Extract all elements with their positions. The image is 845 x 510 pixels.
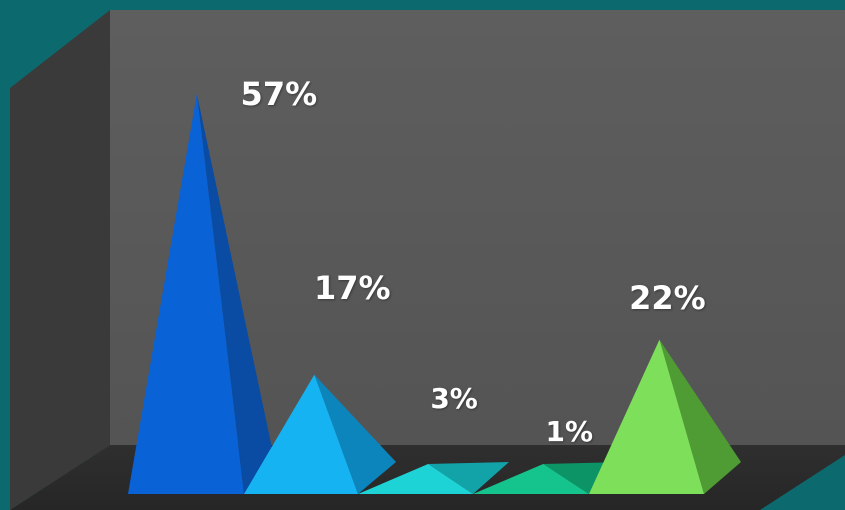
data-label: 17% <box>314 268 391 307</box>
data-label: 57% <box>240 75 318 114</box>
pyramid-side-face <box>428 462 509 494</box>
pyramid-3 <box>358 462 509 494</box>
pyramid-front-face <box>358 464 473 494</box>
side-wall <box>10 10 110 510</box>
pyramid-side-face <box>196 94 275 495</box>
pyramid-side-face <box>314 374 396 494</box>
chart-marks <box>128 94 741 495</box>
pyramid-front-face <box>473 464 589 494</box>
data-label: 22% <box>629 278 706 317</box>
back-wall <box>110 10 845 445</box>
pyramid-1 <box>128 94 275 495</box>
data-label: 1% <box>545 415 594 448</box>
pyramid-front-face <box>244 374 358 494</box>
pyramid-side-face <box>659 339 741 494</box>
pyramid-front-face <box>128 94 244 495</box>
pyramid-front-face <box>589 339 704 494</box>
pyramid-5 <box>589 339 741 494</box>
pyramid-2 <box>244 374 396 494</box>
data-label: 3% <box>430 382 478 415</box>
